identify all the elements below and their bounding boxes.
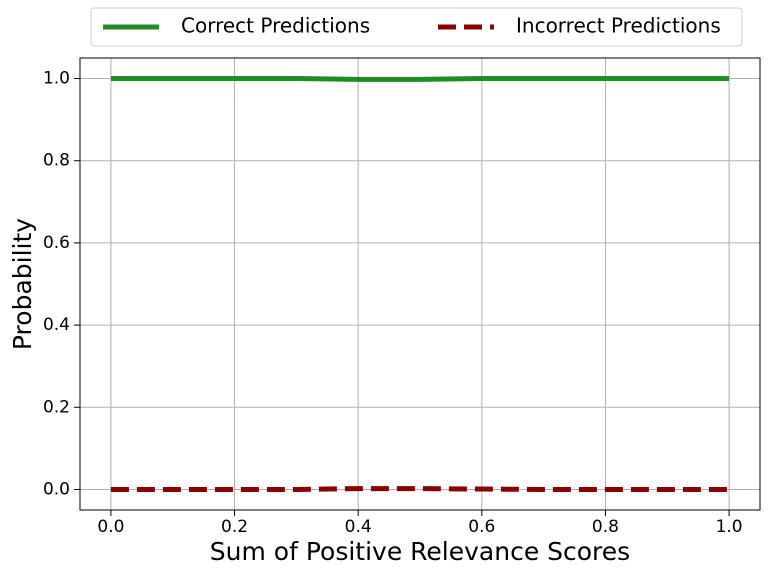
y-tick-label: 0.6 bbox=[43, 233, 70, 253]
y-tick-label: 0.2 bbox=[43, 397, 70, 417]
y-tick-label: 0.4 bbox=[43, 315, 70, 335]
y-tick-label: 1.0 bbox=[43, 69, 70, 89]
x-tick-label: 0.2 bbox=[221, 517, 248, 537]
series-line bbox=[110, 76, 730, 82]
legend-label: Incorrect Predictions bbox=[516, 14, 721, 38]
x-axis-label: Sum of Positive Relevance Scores bbox=[210, 537, 630, 566]
x-tick-label: 0.4 bbox=[345, 517, 372, 537]
x-tick-label: 0.0 bbox=[97, 517, 124, 537]
x-tick-label: 1.0 bbox=[716, 517, 743, 537]
x-tick-label: 0.8 bbox=[592, 517, 619, 537]
y-tick-label: 0.0 bbox=[43, 479, 70, 499]
legend-label: Correct Predictions bbox=[181, 14, 370, 38]
y-tick-label: 0.8 bbox=[43, 151, 70, 171]
y-axis-label: Probability bbox=[8, 218, 37, 350]
x-tick-label: 0.6 bbox=[468, 517, 495, 537]
legend-box bbox=[90, 7, 743, 47]
plot-frame bbox=[79, 57, 761, 511]
